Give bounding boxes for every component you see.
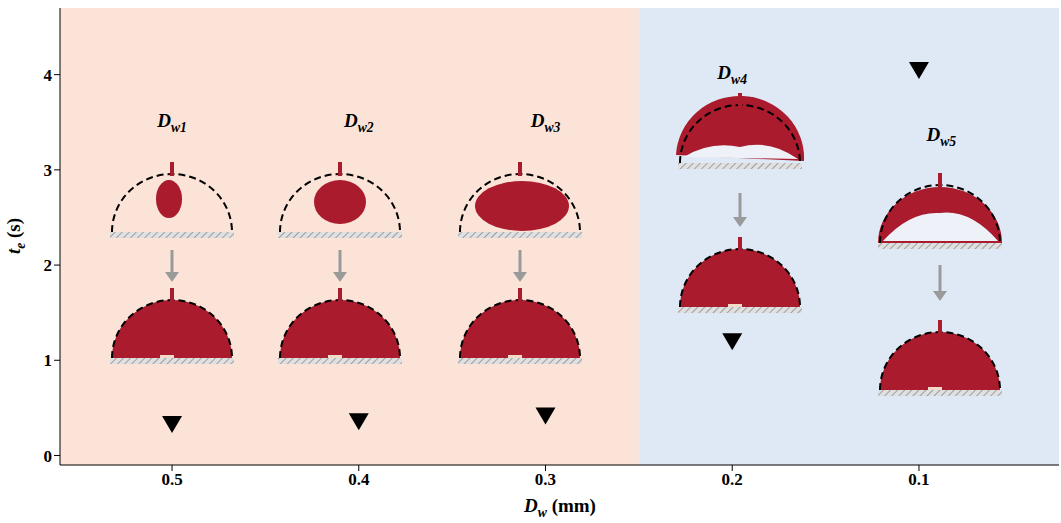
svg-text:1: 1 (44, 351, 53, 370)
svg-text:0.2: 0.2 (722, 470, 743, 489)
svg-text:Dw3: Dw3 (530, 110, 561, 135)
svg-text:Dw4: Dw4 (716, 62, 747, 87)
svg-text:Dw1: Dw1 (156, 110, 187, 135)
svg-text:3: 3 (44, 161, 53, 180)
svg-text:0.3: 0.3 (535, 470, 556, 489)
svg-text:te (s): te (s) (3, 218, 28, 254)
svg-text:0: 0 (44, 447, 53, 466)
svg-text:Dw5: Dw5 (926, 124, 957, 149)
svg-text:2: 2 (44, 256, 53, 275)
svg-text:4: 4 (44, 66, 53, 85)
svg-text:Dw (mm): Dw (mm) (523, 495, 596, 520)
svg-text:0.5: 0.5 (161, 470, 182, 489)
svg-text:Dw2: Dw2 (343, 110, 374, 135)
svg-text:0.4: 0.4 (348, 470, 370, 489)
svg-text:0.1: 0.1 (908, 470, 929, 489)
